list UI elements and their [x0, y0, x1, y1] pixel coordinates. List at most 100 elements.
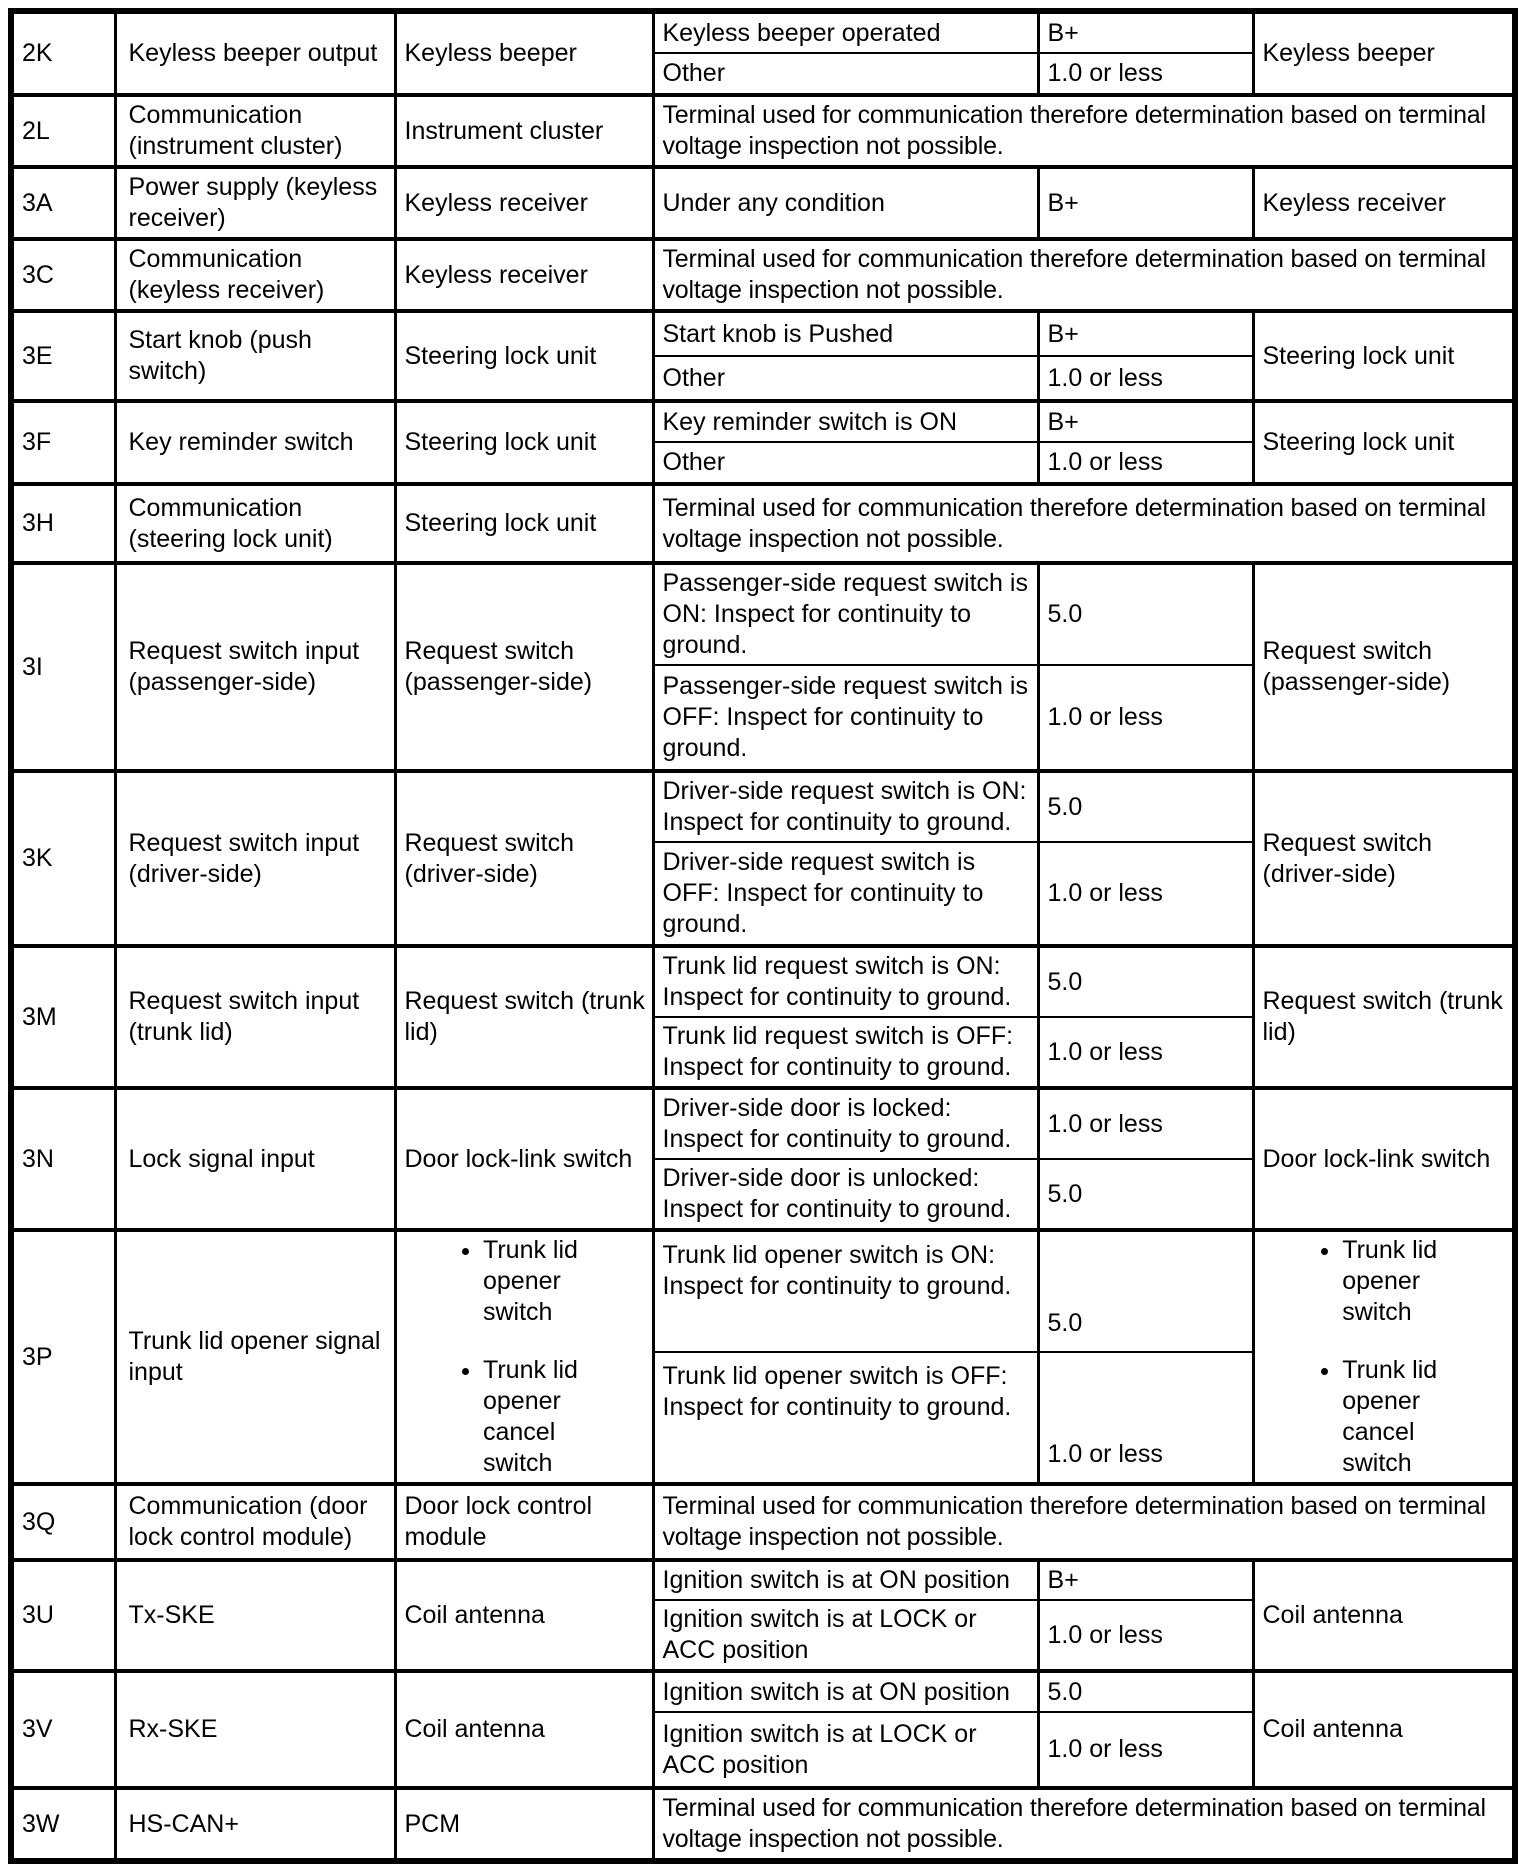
terminal-cell: 3P: [9, 1228, 117, 1485]
voltage-cell: 1.0 or less: [1036, 1016, 1255, 1089]
signal-cell: Communication (instrument cluster): [113, 93, 397, 168]
condition-cell: Trunk lid request switch is OFF: Inspect…: [651, 1016, 1040, 1089]
bullet-item: Trunk lid opener switch: [483, 1235, 589, 1328]
terminal-cell: 3V: [9, 1669, 117, 1789]
voltage-cell: 1.0 or less: [1036, 1086, 1255, 1160]
voltage-cell: 5.0: [1036, 1158, 1255, 1231]
condition-cell: Other: [651, 441, 1040, 485]
signal-cell: Communication (door lock control module): [113, 1482, 397, 1561]
signal-cell: Trunk lid opener signal input: [113, 1228, 397, 1485]
table-row: 3F Key reminder switch Steering lock unit K…: [9, 399, 1517, 485]
connected-cell: Coil antenna: [393, 1669, 655, 1789]
inspection-cell: Steering lock unit: [1251, 309, 1517, 402]
voltage-cell: B+: [1036, 399, 1255, 443]
voltage-cell: 5.0: [1036, 561, 1255, 666]
inspection-cell: Trunk lid opener switch Trunk lid opener …: [1251, 1228, 1517, 1485]
note-cell: Terminal used for communication therefor…: [651, 482, 1517, 564]
table-subrow: Passenger-side request switch is OFF: In…: [11, 664, 1515, 772]
table-row: 3U Tx-SKE Coil antenna Ignition switch is a…: [9, 1558, 1517, 1672]
signal-cell: Communication (keyless receiver): [113, 237, 397, 312]
signal-cell: Communication (steering lock unit): [113, 482, 397, 564]
signal-cell: Request switch input (trunk lid): [113, 944, 397, 1089]
voltage-cell: 1.0 or less: [1036, 355, 1255, 402]
table-row: 2K Keyless beeper output Keyless beeper Key…: [9, 9, 1517, 96]
note-cell: Terminal used for communication therefor…: [651, 1482, 1517, 1561]
terminal-cell: 3U: [9, 1558, 117, 1672]
table-row: 3A Power supply (keyless receiver) Keyless…: [9, 165, 1517, 240]
voltage-cell: 1.0 or less: [1036, 664, 1255, 772]
terminal-cell: 3A: [9, 165, 117, 240]
table-row: 3V Rx-SKE Coil antenna Ignition switch is a…: [9, 1669, 1517, 1789]
signal-cell: Request switch input (passenger-side): [113, 561, 397, 772]
voltage-cell: 5.0: [1036, 1669, 1255, 1713]
signal-cell: Tx-SKE: [113, 1558, 397, 1672]
connected-cell: Steering lock unit: [393, 482, 655, 564]
table-row: 3K Request switch input (driver-side) Requ…: [9, 769, 1517, 947]
condition-cell: Under any condition: [651, 165, 1040, 240]
terminal-voltage-table: 2K Keyless beeper output Keyless beeper Key…: [8, 8, 1518, 1864]
condition-cell: Driver-side door is locked: Inspect for …: [651, 1086, 1040, 1160]
table-row: 3H Communication (steering lock unit) Stee…: [9, 482, 1517, 564]
voltage-cell: 1.0 or less: [1036, 1599, 1255, 1672]
condition-cell: Driver-side door is unlocked: Inspect fo…: [651, 1158, 1040, 1231]
table-subrow: Other 1.0 or less: [11, 52, 1515, 96]
connected-cell: Door lock-link switch: [393, 1086, 655, 1231]
table-row: 3I Request switch input (passenger-side) R…: [9, 561, 1517, 772]
inspection-cell: Request switch (passenger-side): [1251, 561, 1517, 772]
condition-cell: Passenger-side request switch is OFF: In…: [651, 664, 1040, 772]
voltage-cell: 5.0: [1036, 769, 1255, 843]
condition-cell: Ignition switch is at ON position: [651, 1669, 1040, 1713]
table-row: 3Q Communication (door lock control modul…: [9, 1482, 1517, 1561]
signal-cell: Power supply (keyless receiver): [113, 165, 397, 240]
table-subrow: Other 1.0 or less: [11, 441, 1515, 485]
terminal-cell: 2K: [9, 9, 117, 96]
table-row: 2L Communication (instrument cluster) Inst…: [9, 93, 1517, 168]
condition-cell: Ignition switch is at ON position: [651, 1558, 1040, 1601]
inspection-cell: Request switch (trunk lid): [1251, 944, 1517, 1089]
table-subrow: Trunk lid request switch is OFF: Inspect…: [11, 1016, 1515, 1089]
connected-cell: Coil antenna: [393, 1558, 655, 1672]
bullet-item: Trunk lid opener switch: [1342, 1235, 1448, 1328]
voltage-cell: 1.0 or less: [1036, 1351, 1255, 1485]
connected-cell: Door lock control module: [393, 1482, 655, 1561]
table-subrow: Driver-side door is unlocked: Inspect fo…: [11, 1158, 1515, 1231]
inspection-cell: Coil antenna: [1251, 1558, 1517, 1672]
note-cell: Terminal used for communication therefor…: [651, 1786, 1517, 1862]
condition-cell: Keyless beeper operated: [651, 9, 1040, 54]
voltage-cell: 5.0: [1036, 1227, 1255, 1354]
inspection-cell: Request switch (driver-side): [1251, 769, 1517, 947]
condition-cell: Driver-side request switch is ON: Inspec…: [651, 769, 1040, 843]
inspection-cell: Coil antenna: [1251, 1669, 1517, 1789]
signal-cell: Request switch input (driver-side): [113, 769, 397, 947]
terminal-cell: 3M: [9, 944, 117, 1089]
voltage-cell: B+: [1036, 309, 1255, 357]
voltage-cell: 5.0: [1036, 944, 1255, 1018]
connected-cell: Instrument cluster: [393, 93, 655, 168]
bullet-list: Trunk lid opener switch Trunk lid opener …: [459, 1235, 589, 1479]
terminal-cell: 3K: [9, 769, 117, 947]
voltage-cell: 1.0 or less: [1036, 841, 1255, 947]
voltage-cell: B+: [1036, 1558, 1255, 1601]
connected-cell: Keyless receiver: [393, 165, 655, 240]
condition-cell: Trunk lid opener switch is OFF: Inspect …: [651, 1351, 1040, 1485]
table-row: 3E Start knob (push switch) Steering lock …: [9, 309, 1517, 402]
note-cell: Terminal used for communication therefor…: [651, 237, 1517, 312]
condition-cell: Passenger-side request switch is ON: Ins…: [651, 561, 1040, 666]
signal-cell: Rx-SKE: [113, 1669, 397, 1789]
terminal-cell: 3C: [9, 237, 117, 312]
bullet-item: Trunk lid opener cancel switch: [1342, 1355, 1448, 1479]
voltage-cell: 1.0 or less: [1036, 441, 1255, 485]
condition-cell: Key reminder switch is ON: [651, 399, 1040, 443]
terminal-cell: 3W: [9, 1786, 117, 1862]
condition-cell: Driver-side request switch is OFF: Inspe…: [651, 841, 1040, 947]
signal-cell: Start knob (push switch): [113, 309, 397, 402]
connected-cell: PCM: [393, 1786, 655, 1862]
bullet-item: Trunk lid opener cancel switch: [483, 1355, 589, 1479]
connected-cell: Trunk lid opener switch Trunk lid opener …: [393, 1228, 655, 1485]
condition-cell: Ignition switch is at LOCK or ACC positi…: [651, 1599, 1040, 1672]
table-row: 3W HS-CAN+ PCM Terminal used for communicat…: [9, 1786, 1517, 1862]
terminal-cell: 3Q: [9, 1482, 117, 1561]
table-row: 3N Lock signal input Door lock-link switch…: [9, 1086, 1517, 1231]
table-row: 3C Communication (keyless receiver) Keyles…: [9, 237, 1517, 312]
inspection-cell: Keyless beeper: [1251, 9, 1517, 96]
